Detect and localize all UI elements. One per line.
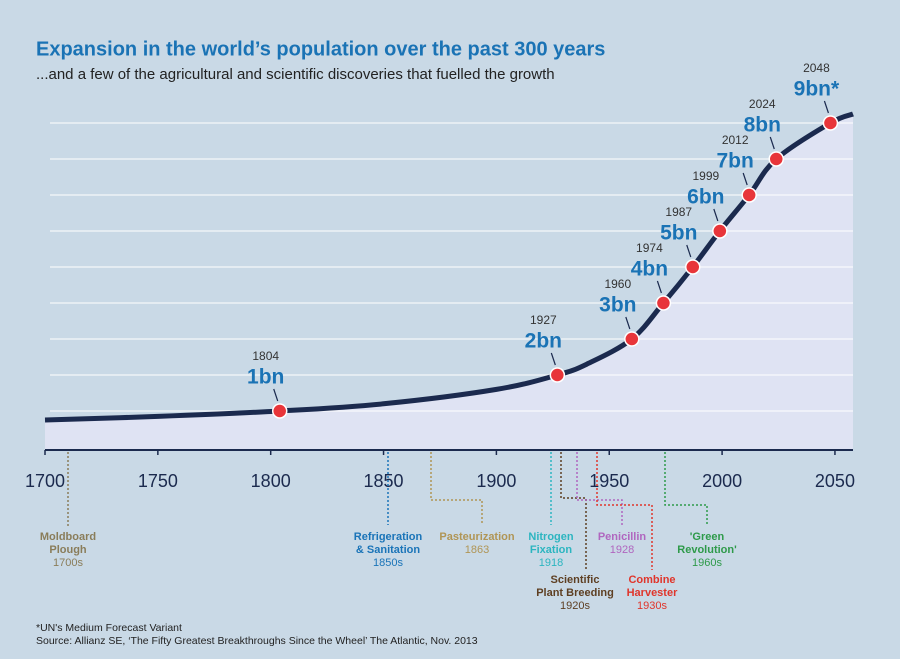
discovery-name: Revolution'	[677, 544, 737, 556]
milestone-marker	[655, 295, 672, 311]
milestone-stem	[625, 316, 631, 330]
milestone-stem	[273, 388, 279, 402]
milestone-label: 5bn	[660, 222, 697, 245]
milestone-year: 1974	[636, 241, 663, 255]
discovery-name: Plant Breeding	[536, 587, 614, 599]
milestone-stem	[550, 352, 556, 366]
milestone-marker	[768, 151, 785, 167]
milestone-marker	[685, 259, 701, 275]
discovery-name: Refrigeration	[354, 531, 423, 543]
discovery-name: Fixation	[530, 544, 572, 556]
footnote: *UN's Medium Forecast Variant	[36, 622, 182, 634]
milestone-label: 1bn	[247, 366, 284, 389]
discovery-name: & Sanitation	[356, 544, 420, 556]
discovery-date: 1850s	[373, 557, 403, 569]
discovery-name: Penicillin	[598, 531, 647, 543]
milestone-label: 6bn	[687, 186, 724, 209]
milestone-label: 4bn	[631, 258, 668, 281]
x-tick-label: 1850	[364, 471, 404, 491]
discovery-date: 1700s	[53, 557, 83, 569]
discovery-date: 1918	[539, 557, 563, 569]
discovery-date: 1928	[610, 544, 634, 556]
milestone-year: 1999	[692, 169, 719, 183]
discovery-name: Harvester	[627, 587, 678, 599]
milestone-marker	[741, 187, 757, 203]
milestone-marker	[624, 331, 640, 347]
discovery-connector	[596, 452, 653, 570]
milestone-year: 1960	[604, 277, 631, 291]
discovery-connector	[576, 452, 623, 525]
discovery-name: Pasteurization	[439, 531, 514, 543]
area	[45, 114, 853, 450]
discovery-name: Plough	[49, 544, 87, 556]
milestone-stem	[713, 208, 719, 222]
discovery-date: 1930s	[637, 600, 667, 612]
x-tick-label: 1700	[25, 471, 65, 491]
x-tick-label: 2050	[815, 471, 855, 491]
milestone-year: 1987	[665, 205, 692, 219]
discovery-name: Combine	[628, 574, 675, 586]
milestone-label: 3bn	[599, 294, 636, 317]
milestone-year: 2024	[749, 97, 776, 111]
milestone-year: 1927	[530, 313, 557, 327]
discovery-name: Moldboard	[40, 531, 96, 543]
milestone-stem	[823, 100, 829, 114]
chart-title: Expansion in the world’s population over…	[36, 38, 605, 60]
discovery-name: Scientific	[551, 574, 600, 586]
milestone-marker	[271, 403, 288, 419]
milestone-stem	[742, 172, 748, 186]
milestone-label: 9bn*	[794, 78, 840, 101]
discovery-date: 1960s	[692, 557, 722, 569]
discovery-name: Nitrogen	[528, 531, 574, 543]
x-tick-label: 1900	[476, 471, 516, 491]
milestone-year: 2012	[722, 133, 749, 147]
milestone-marker	[712, 223, 728, 239]
footnote: Source: Allianz SE, ‘The Fifty Greatest …	[36, 635, 478, 647]
milestone-marker	[549, 367, 566, 383]
x-tick-label: 1950	[589, 471, 629, 491]
milestone-stem	[686, 244, 692, 258]
discovery-date: 1920s	[560, 600, 590, 612]
x-tick-label: 1800	[251, 471, 291, 491]
milestone-label: 7bn	[717, 150, 754, 173]
discovery-connector	[430, 452, 483, 525]
milestone-year: 2048	[803, 61, 830, 75]
milestone-stem	[656, 280, 662, 294]
chart-subtitle: ...and a few of the agricultural and sci…	[36, 66, 555, 83]
milestone-stem	[769, 136, 775, 150]
milestone-label: 2bn	[525, 330, 562, 353]
discovery-connector	[664, 452, 708, 525]
milestone-marker	[822, 115, 839, 131]
milestone-label: 8bn	[744, 114, 781, 137]
discovery-name: 'Green	[690, 531, 725, 543]
milestone-year: 1804	[252, 349, 279, 363]
discovery-date: 1863	[465, 544, 489, 556]
x-tick-label: 2000	[702, 471, 742, 491]
x-tick-label: 1750	[138, 471, 178, 491]
